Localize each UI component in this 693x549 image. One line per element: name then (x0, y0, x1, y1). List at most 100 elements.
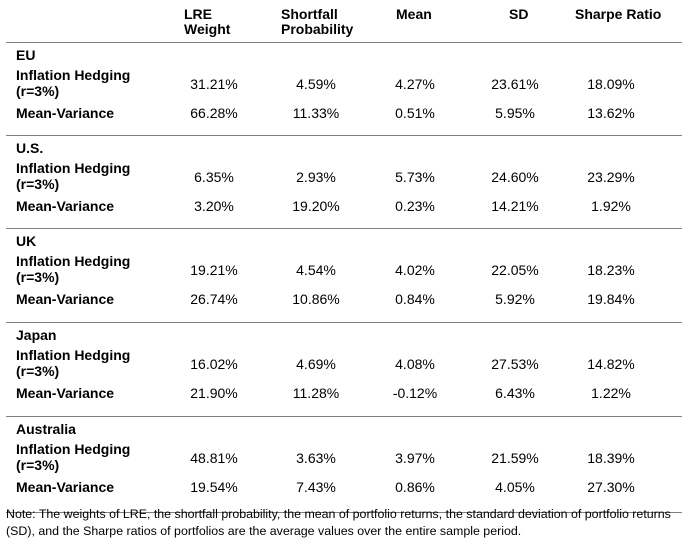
cell-mean: 4.27% (395, 76, 435, 92)
group-title: UK (16, 233, 37, 249)
row-label-line: Mean-Variance (16, 198, 115, 214)
header-lre-line1: LRE (184, 6, 212, 22)
row-label: Mean-Variance (16, 291, 114, 307)
table-row: Mean-Variance 19.54% 7.43% 0.86% 4.05% 27.30% (6, 479, 682, 497)
cell-shortfall: 2.93% (296, 169, 336, 185)
table-row: Inflation Hedging (r=3%) 48.81% 3.63% 3.97% 2… (6, 441, 682, 475)
cell-sharpe: 18.39% (587, 450, 635, 466)
row-label: Mean-Variance (16, 105, 114, 121)
header-sd: SD (509, 6, 529, 22)
cell-shortfall: 19.20% (292, 198, 340, 214)
cell-sharpe: 13.62% (587, 105, 635, 121)
row-label-line: (r=3%) (16, 83, 60, 99)
cell-sd: 21.59% (491, 450, 539, 466)
table-row: Mean-Variance 26.74% 10.86% 0.84% 5.92% 19.84… (6, 291, 682, 309)
cell-sharpe: 14.82% (587, 356, 635, 372)
row-label-line: (r=3%) (16, 269, 60, 285)
row-label-line: Mean-Variance (16, 291, 115, 307)
cell-mean: 0.51% (395, 105, 435, 121)
cell-lre: 6.35% (194, 169, 234, 185)
cell-mean: 0.84% (395, 291, 435, 307)
cell-sharpe: 18.09% (587, 76, 635, 92)
header-lre-line2: Weight (184, 21, 231, 37)
cell-mean: 4.08% (395, 356, 435, 372)
group-title: EU (16, 47, 36, 63)
cell-sd: 22.05% (491, 262, 539, 278)
cell-lre: 19.54% (190, 479, 238, 495)
row-label-line: Mean-Variance (16, 479, 115, 495)
group-title: U.S. (16, 140, 44, 156)
cell-sd: 4.05% (495, 479, 535, 495)
row-label-line: (r=3%) (16, 363, 60, 379)
header-shortfall-line2: Probability (281, 21, 354, 37)
cell-lre: 19.21% (190, 262, 238, 278)
cell-sharpe: 27.30% (587, 479, 635, 495)
row-label-line: Inflation Hedging (16, 253, 131, 269)
cell-shortfall: 4.59% (296, 76, 336, 92)
row-label-line: Inflation Hedging (16, 67, 131, 83)
cell-shortfall: 10.86% (292, 291, 340, 307)
cell-lre: 66.28% (190, 105, 238, 121)
results-table: LRE Weight Shortfall Probability Mean SD… (6, 0, 682, 513)
cell-sharpe: 19.84% (587, 291, 635, 307)
row-label: Inflation Hedging (r=3%) (16, 253, 130, 285)
cell-sd: 14.21% (491, 198, 539, 214)
row-label: Mean-Variance (16, 385, 114, 401)
table-row: Mean-Variance 3.20% 19.20% 0.23% 14.21% 1.92% (6, 198, 682, 216)
table-row: Mean-Variance 66.28% 11.33% 0.51% 5.95% 13.62… (6, 105, 682, 123)
cell-sharpe: 1.22% (591, 385, 631, 401)
cell-lre: 26.74% (190, 291, 238, 307)
cell-shortfall: 11.28% (292, 385, 340, 401)
table-header: LRE Weight Shortfall Probability Mean SD… (6, 0, 682, 43)
row-label: Mean-Variance (16, 479, 114, 495)
cell-lre: 16.02% (190, 356, 238, 372)
cell-mean: 0.23% (395, 198, 435, 214)
cell-shortfall: 4.69% (296, 356, 336, 372)
row-label: Inflation Hedging (r=3%) (16, 67, 130, 99)
row-label-line: Mean-Variance (16, 385, 115, 401)
cell-shortfall: 11.33% (292, 105, 340, 121)
cell-mean: 4.02% (395, 262, 435, 278)
header-mean: Mean (396, 6, 432, 22)
cell-shortfall: 7.43% (296, 479, 336, 495)
group-title: Australia (16, 421, 76, 437)
row-label-line: (r=3%) (16, 176, 60, 192)
table-row: Mean-Variance 21.90% 11.28% -0.12% 6.43% 1.22… (6, 385, 682, 403)
cell-shortfall: 3.63% (296, 450, 336, 466)
cell-lre: 3.20% (194, 198, 234, 214)
cell-sd: 23.61% (491, 76, 539, 92)
cell-lre: 48.81% (190, 450, 238, 466)
cell-sharpe: 1.92% (591, 198, 631, 214)
cell-sharpe: 23.29% (587, 169, 635, 185)
group-1: U.S. Inflation Hedging (r=3%) 6.35% 2.93% 5.7… (6, 136, 682, 229)
header-sharpe-ratio: Sharpe Ratio (575, 6, 662, 22)
cell-sd: 27.53% (491, 356, 539, 372)
table-note: Note: The weights of LRE, the shortfall … (6, 507, 671, 538)
cell-mean: 0.86% (395, 479, 435, 495)
table-row: Inflation Hedging (r=3%) 16.02% 4.69% 4.08% 2… (6, 347, 682, 381)
cell-shortfall: 4.54% (296, 262, 336, 278)
row-label-line: (r=3%) (16, 457, 60, 473)
cell-mean: 5.73% (395, 169, 435, 185)
table-body: EU Inflation Hedging (r=3%) 31.21% 4.59% 4.27… (6, 43, 682, 513)
group-2: UK Inflation Hedging (r=3%) 19.21% 4.54% 4.02… (6, 229, 682, 323)
table-row: Inflation Hedging (r=3%) 6.35% 2.93% 5.73% 24… (6, 160, 682, 194)
cell-mean: -0.12% (392, 385, 438, 401)
cell-sd: 5.92% (495, 291, 535, 307)
header-shortfall-probability: Shortfall Probability (281, 7, 353, 37)
row-label-line: Inflation Hedging (16, 160, 131, 176)
row-label: Inflation Hedging (r=3%) (16, 347, 130, 379)
header-lre-weight: LRE Weight (184, 7, 230, 37)
row-label: Inflation Hedging (r=3%) (16, 160, 130, 192)
group-4: Australia Inflation Hedging (r=3%) 48.81% 3.… (6, 417, 682, 513)
table-row: Inflation Hedging (r=3%) 19.21% 4.54% 4.02% 2… (6, 253, 682, 287)
row-label-line: Inflation Hedging (16, 441, 131, 457)
cell-sharpe: 18.23% (587, 262, 635, 278)
cell-lre: 31.21% (190, 76, 238, 92)
cell-mean: 3.97% (395, 450, 435, 466)
cell-sd: 6.43% (495, 385, 535, 401)
cell-sd: 24.60% (491, 169, 539, 185)
row-label: Inflation Hedging (r=3%) (16, 441, 130, 473)
row-label-line: Inflation Hedging (16, 347, 131, 363)
cell-sd: 5.95% (495, 105, 535, 121)
